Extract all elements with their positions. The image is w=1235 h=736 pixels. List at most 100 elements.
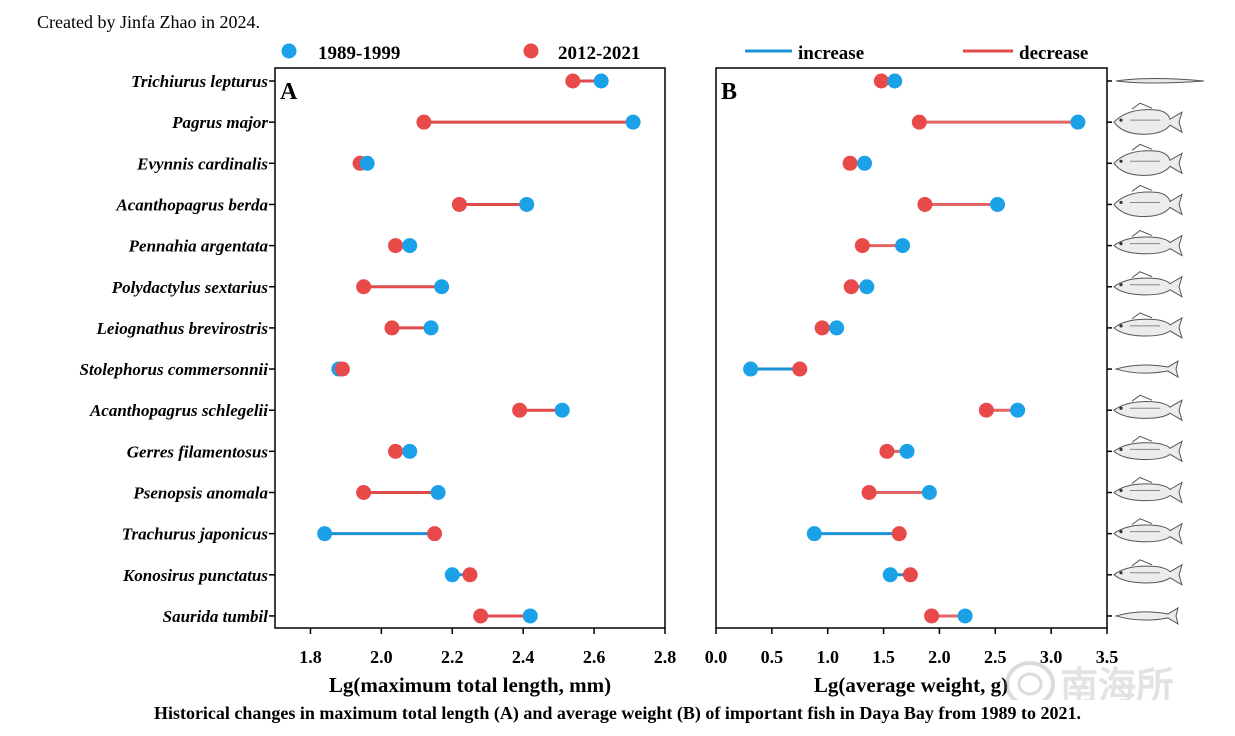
panel-a-xtick-label: 2.2	[441, 647, 464, 667]
fish-illustration-icon	[1113, 518, 1183, 545]
panel-b-point-1989-1999	[882, 567, 898, 583]
panel-b-point-1989-1999	[857, 155, 873, 171]
watermark-emblem-icon	[1005, 661, 1055, 700]
panel-a-xtick-label: 2.4	[512, 647, 535, 667]
panel-b-xtick-label: 1.0	[816, 647, 839, 667]
species-label: Konosirus punctatus	[122, 566, 268, 585]
legend-marker-2012-2021	[523, 43, 539, 59]
panel-a-point-2012-2021	[388, 238, 404, 254]
species-label: Evynnis cardinalis	[136, 154, 268, 173]
panel-a-xtick-label: 1.8	[299, 647, 322, 667]
species-label: Polydactylus sextarius	[111, 278, 269, 297]
panel-b-point-2012-2021	[842, 155, 858, 171]
panel-a-point-2012-2021	[462, 567, 478, 583]
panel-a-point-1989-1999	[423, 320, 439, 336]
panel-b-point-1989-1999	[895, 238, 911, 254]
fish-illustration-icon	[1113, 312, 1183, 339]
credit-text: Created by Jinfa Zhao in 2024.	[37, 12, 260, 32]
panel-a-point-1989-1999	[593, 73, 609, 89]
fish-illustration-icon	[1113, 394, 1183, 422]
panel-b-xtick-label: 2.0	[928, 647, 951, 667]
species-label: Pagrus major	[171, 113, 268, 132]
panel-a-point-1989-1999	[430, 485, 446, 500]
species-label: Trichiurus lepturus	[131, 72, 268, 91]
fish-illustration-icon	[1115, 78, 1205, 84]
panel-a-point-1989-1999	[444, 567, 460, 583]
panel-b-frame	[715, 67, 1108, 629]
panel-b-xtick-label: 0.5	[761, 647, 784, 667]
panel-b-point-2012-2021	[891, 526, 907, 542]
fish-illustration-icon	[1113, 143, 1183, 176]
figure-caption: Historical changes in maximum total leng…	[153, 703, 1082, 723]
panel-a-point-2012-2021	[384, 320, 400, 336]
fish-illustration-icon	[1113, 559, 1183, 586]
legend-label-decrease: decrease	[1019, 43, 1088, 64]
panel-a-point-2012-2021	[451, 196, 467, 212]
panel-b-point-1989-1999	[921, 485, 937, 500]
panel-b-point-2012-2021	[792, 361, 808, 377]
panel-a-point-2012-2021	[356, 279, 372, 295]
legend-label-2012-2021: 2012-2021	[558, 43, 640, 64]
legend-label-increase: increase	[798, 43, 864, 64]
fish-illustration-icon	[1114, 360, 1179, 379]
panel-a-point-1989-1999	[359, 155, 375, 171]
panel-a-point-1989-1999	[519, 196, 535, 212]
fish-illustration-icon	[1113, 435, 1183, 463]
panel-a-point-2012-2021	[427, 526, 443, 542]
panel-b-point-2012-2021	[854, 238, 870, 254]
chart-figure: 1989-1999 2012-2021 increase decrease A …	[80, 43, 1205, 700]
panel-b-point-2012-2021	[814, 320, 830, 336]
fish-illustration-icon	[1113, 476, 1183, 504]
fish-illustration-icon	[1113, 271, 1183, 298]
legend-label-1989-1999: 1989-1999	[318, 43, 400, 64]
panel-b-xlabel: Lg(average weight, g)	[814, 673, 1008, 697]
panel-b-xtick-label: 3.5	[1096, 647, 1119, 667]
panel-b-point-1989-1999	[899, 443, 915, 459]
panel-b-point-2012-2021	[978, 402, 994, 418]
panel-a-xtick-label: 2.6	[583, 647, 606, 667]
species-label: Acanthopagrus berda	[115, 195, 268, 214]
watermark-logo: 南海所	[1005, 661, 1174, 700]
panel-b-point-1989-1999	[859, 279, 875, 295]
panel-a-point-2012-2021	[565, 73, 581, 89]
species-axis-labels: Trichiurus lepturus Pagrus major Evynnis c…	[80, 72, 1112, 626]
species-label: Acanthopagrus schlegelii	[89, 401, 268, 420]
panel-b-point-2012-2021	[843, 279, 859, 295]
panel-a-point-2012-2021	[416, 114, 432, 130]
panel-b-point-1989-1999	[829, 320, 845, 336]
species-label: Pennahia argentata	[128, 237, 269, 256]
panel-a-point-1989-1999	[402, 443, 418, 459]
panel-a-point-1989-1999	[434, 279, 450, 295]
panel-b-point-1989-1999	[957, 608, 973, 624]
panel-a-label: A	[280, 79, 298, 105]
panel-b-point-1989-1999	[1010, 402, 1026, 418]
panel-b-point-2012-2021	[879, 443, 895, 459]
fish-illustration-icon	[1114, 606, 1179, 625]
panel-b-point-2012-2021	[924, 608, 940, 624]
panel-a-xlabel: Lg(maximum total length, mm)	[329, 673, 611, 697]
panel-a-point-2012-2021	[473, 608, 489, 624]
watermark-emblem-inner	[1017, 672, 1043, 696]
panel-b-point-2012-2021	[902, 567, 918, 583]
species-label: Leiognathus brevirostris	[96, 319, 269, 338]
fish-illustration-icon	[1113, 230, 1183, 257]
species-label: Gerres filamentosus	[127, 442, 269, 461]
species-label: Stolephorus commersonnii	[80, 360, 269, 379]
panel-b-point-2012-2021	[911, 114, 927, 130]
panel-a-point-1989-1999	[554, 402, 570, 418]
species-label: Saurida tumbil	[163, 607, 269, 626]
panel-a-point-2012-2021	[356, 485, 372, 500]
panel-b-point-1989-1999	[887, 73, 903, 89]
panel-a-point-2012-2021	[388, 443, 404, 459]
panel-b-point-2012-2021	[861, 485, 877, 500]
panel-a-point-2012-2021	[512, 402, 528, 418]
panel-b-point-1989-1999	[1070, 114, 1086, 130]
species-label: Trachurus japonicus	[122, 525, 269, 544]
panel-b-xtick-label: 1.5	[872, 647, 895, 667]
panel-a-plot: 1.8 2.0 2.2 2.4 2.6 2.8	[299, 73, 676, 667]
fish-illustration-icon	[1113, 102, 1183, 135]
fish-illustrations	[1113, 78, 1205, 625]
species-label: Psenopsis anomala	[132, 484, 268, 503]
panel-a-xtick-label: 2.0	[370, 647, 393, 667]
panel-a-point-1989-1999	[402, 238, 418, 254]
